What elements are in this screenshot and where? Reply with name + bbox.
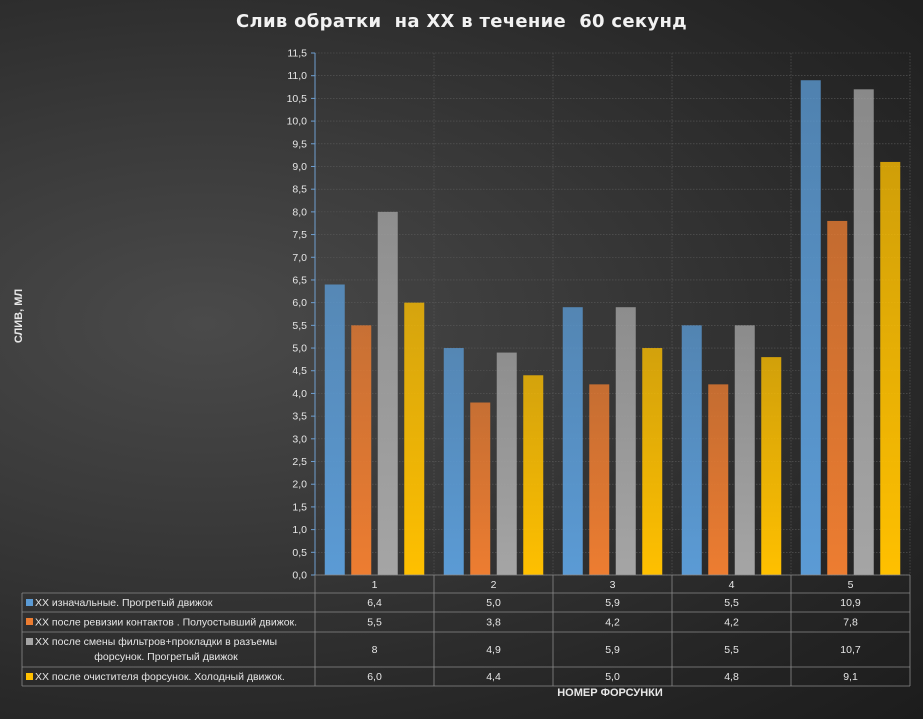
x-axis-title: НОМЕР ФОРСУНКИ <box>557 687 663 699</box>
legend-label-3-line2: форсунок. Прогретый движок <box>94 651 238 663</box>
y-tick-label: 6,0 <box>292 297 307 309</box>
bar-2-2 <box>470 402 491 575</box>
legend-key-1 <box>26 599 33 606</box>
legend-label-2: ХХ после ревизии контактов . Полуостывши… <box>35 617 297 629</box>
y-axis: 0,0 0,5 1,0 1,5 2,0 2,5 3,0 3,5 4,0 4,5 5,0 5,5 6,0 6… <box>287 48 316 582</box>
y-tick-label: 6,5 <box>292 274 307 286</box>
data-label: 4,8 <box>724 671 739 683</box>
y-tick-label: 9,5 <box>292 138 307 150</box>
bar-2-4 <box>708 384 729 575</box>
y-tick-label: 0,0 <box>292 570 307 582</box>
data-label: 6,0 <box>367 671 382 683</box>
data-label: 4,2 <box>724 617 739 629</box>
y-tick-label: 4,0 <box>292 388 307 400</box>
data-table: 1 2 3 4 5 ХХ изначальные. Прогретый движок 6,4… <box>21 574 911 687</box>
y-tick-label: 0,5 <box>292 547 307 559</box>
x-category-label: 4 <box>729 579 735 591</box>
bar-1-3 <box>562 307 583 575</box>
bar-1-1 <box>324 284 345 575</box>
bar-2-5 <box>827 220 848 576</box>
data-label: 4,2 <box>605 617 620 629</box>
y-tick-label: 5,5 <box>292 320 307 332</box>
y-tick-label: 2,0 <box>292 479 307 491</box>
x-category-label: 5 <box>848 579 854 591</box>
bar-1-2 <box>443 348 464 575</box>
bar-1-4 <box>681 325 702 575</box>
data-label: 4,4 <box>486 671 501 683</box>
bar-1-5 <box>800 80 821 576</box>
y-tick-label: 1,0 <box>292 524 307 536</box>
y-tick-label: 11,5 <box>287 48 307 60</box>
y-tick-label: 4,5 <box>292 365 307 377</box>
legend-key-4 <box>26 673 33 680</box>
bar-3-2 <box>496 352 517 575</box>
y-tick-label: 10,0 <box>287 116 308 128</box>
legend-label-3: ХХ после смены фильтров+прокладки в разъ… <box>35 636 277 648</box>
y-tick-label: 3,0 <box>292 433 307 445</box>
bar-4-3 <box>642 348 663 575</box>
data-label: 10,7 <box>840 644 861 656</box>
legend-label-4: ХХ после очистителя форсунок. Холодный д… <box>35 671 285 683</box>
bar-4-4 <box>761 357 782 575</box>
x-category-label: 3 <box>610 579 616 591</box>
y-tick-label: 9,0 <box>292 161 307 173</box>
data-label: 5,9 <box>605 597 620 609</box>
y-tick-label: 8,5 <box>292 184 307 196</box>
data-label: 5,0 <box>605 671 620 683</box>
data-label: 8 <box>372 644 378 656</box>
data-label: 3,8 <box>486 617 501 629</box>
x-category-label: 1 <box>372 579 378 591</box>
chart-title: Слив обратки на ХХ в течение 60 секунд <box>235 11 688 32</box>
bar-3-3 <box>615 307 636 575</box>
y-tick-label: 3,5 <box>292 411 307 423</box>
bar-2-1 <box>351 325 372 575</box>
bars <box>324 80 901 576</box>
bar-4-1 <box>404 302 425 575</box>
bar-3-4 <box>734 325 755 575</box>
y-tick-label: 8,0 <box>292 206 307 218</box>
bar-3-1 <box>377 211 398 575</box>
y-tick-label: 10,5 <box>287 93 308 105</box>
y-tick-label: 2,5 <box>292 456 307 468</box>
data-label: 5,0 <box>486 597 501 609</box>
y-tick-label: 1,5 <box>292 501 307 513</box>
y-tick-label: 5,0 <box>292 343 307 355</box>
data-label: 5,5 <box>724 597 739 609</box>
data-label: 6,4 <box>367 597 382 609</box>
data-label: 5,5 <box>367 617 382 629</box>
data-label: 7,8 <box>843 617 858 629</box>
y-tick-label: 7,5 <box>292 229 307 241</box>
bar-3-5 <box>853 89 874 575</box>
bar-4-2 <box>523 375 544 575</box>
data-label: 9,1 <box>843 671 858 683</box>
legend-key-3 <box>26 638 33 645</box>
data-label: 5,5 <box>724 644 739 656</box>
x-category-label: 2 <box>491 579 497 591</box>
data-label: 4,9 <box>486 644 501 656</box>
y-tick-label: 7,0 <box>292 252 307 264</box>
bar-4-5 <box>880 161 901 575</box>
legend-key-2 <box>26 618 33 625</box>
bar-2-3 <box>589 384 610 575</box>
data-label: 10,9 <box>840 597 861 609</box>
legend-label-1: ХХ изначальные. Прогретый движок <box>35 597 213 609</box>
data-label: 5,9 <box>605 644 620 656</box>
y-tick-label: 11,0 <box>287 70 307 82</box>
